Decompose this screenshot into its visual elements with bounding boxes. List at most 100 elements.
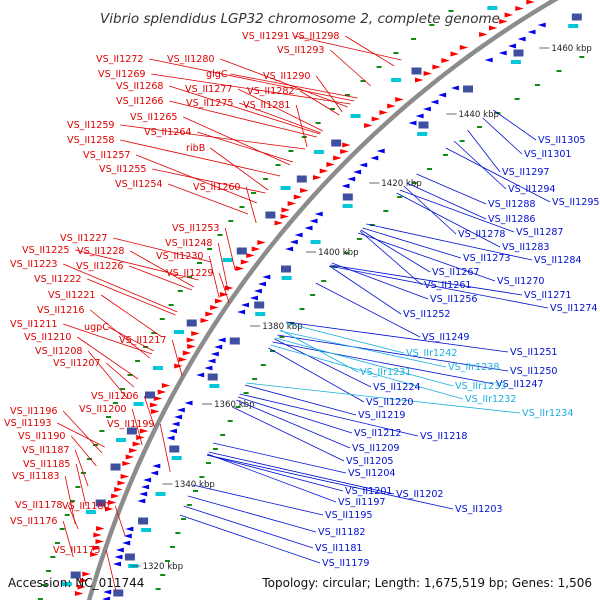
forward-gene-arrow bbox=[423, 71, 432, 76]
locus-label-forward: VS_II1272 bbox=[96, 54, 144, 65]
locus-label-forward: VS_II1183 bbox=[12, 471, 60, 482]
gc-content-tick bbox=[344, 94, 350, 96]
gc-content-tick bbox=[187, 276, 193, 278]
cog-feature-box bbox=[95, 499, 106, 507]
locus-label-forward: ribB bbox=[186, 143, 205, 154]
locus-label-forward-connector bbox=[100, 294, 163, 338]
locus-label-forward-connector bbox=[64, 475, 76, 525]
locus-label-forward-connector bbox=[105, 549, 117, 593]
locus-label-reverse-connector bbox=[232, 406, 345, 462]
reverse-gene-arrow bbox=[169, 428, 177, 434]
locus-label-forward: VS_II1187 bbox=[22, 445, 70, 456]
locus-label-reverse: VS_II1267 bbox=[432, 267, 480, 278]
reverse-gene-arrow bbox=[123, 533, 132, 539]
forward-gene-arrow bbox=[132, 441, 141, 447]
locus-label-forward-connector bbox=[120, 139, 281, 177]
gc-content-tick bbox=[243, 392, 249, 394]
locus-label-forward: VS_II1280 bbox=[167, 54, 215, 65]
locus-label-reverse-connector bbox=[399, 189, 515, 233]
locus-label-forward-connector bbox=[62, 410, 103, 454]
locus-label-forward: VS_II1290 bbox=[263, 71, 311, 82]
forward-gene-arrow bbox=[364, 123, 373, 128]
cog-feature-box bbox=[138, 517, 149, 525]
cog-feature-box bbox=[255, 312, 266, 316]
locus-label-reverse: VS_II1209 bbox=[352, 443, 400, 454]
gc-content-tick bbox=[220, 434, 226, 436]
locus-label-reverse-connector bbox=[493, 109, 537, 141]
reverse-gene-arrow bbox=[359, 162, 368, 168]
locus-label-forward-connector bbox=[218, 272, 230, 304]
locus-label-reverse: VS_II1205 bbox=[346, 456, 394, 467]
locus-label-forward-connector bbox=[168, 183, 249, 215]
locus-label-reverse-connector bbox=[207, 453, 337, 503]
locus-label-forward-connector bbox=[171, 339, 183, 377]
rna-locus-label: VS_IIr1234 bbox=[522, 408, 573, 419]
reverse-gene-arrow bbox=[122, 540, 131, 546]
forward-gene-arrow bbox=[319, 168, 329, 174]
locus-label-forward-connector bbox=[130, 250, 194, 288]
gc-content-tick bbox=[411, 38, 416, 40]
locus-label-reverse-connector bbox=[179, 514, 321, 564]
gc-content-tick bbox=[427, 168, 432, 170]
locus-label-forward: VS_II1228 bbox=[77, 246, 125, 257]
reverse-gene-arrow bbox=[217, 337, 226, 343]
cog-feature-box bbox=[70, 571, 81, 579]
locus-label-reverse: VS_II1295 bbox=[552, 197, 600, 208]
gc-content-tick bbox=[46, 570, 51, 572]
rna-locus-label-connector bbox=[246, 382, 521, 414]
locus-label-forward-connector bbox=[299, 90, 340, 116]
reverse-gene-arrow bbox=[113, 561, 121, 567]
forward-gene-arrow bbox=[251, 246, 261, 252]
locus-label-forward: VS_II1227 bbox=[60, 233, 108, 244]
gc-content-tick bbox=[160, 574, 166, 576]
cog-feature-box bbox=[209, 384, 220, 388]
locus-label-forward: VS_II1275 bbox=[186, 98, 234, 109]
gc-content-tick bbox=[397, 196, 403, 198]
gc-content-tick bbox=[275, 164, 281, 166]
locus-label-forward: VS_II1291 bbox=[242, 31, 290, 42]
label-layer: VS_II1291 VS_II1298 VS_II1293 VS_II1272 VS_I… bbox=[4, 31, 600, 569]
locus-label-forward-connector bbox=[70, 435, 97, 467]
cog-feature-box bbox=[411, 67, 422, 75]
reverse-gene-arrow bbox=[370, 155, 379, 161]
locus-label-reverse: VS_II1249 bbox=[422, 332, 470, 343]
gc-content-tick bbox=[99, 430, 105, 432]
reverse-gene-arrow bbox=[408, 120, 417, 126]
locus-label-forward-connector bbox=[230, 73, 358, 99]
reverse-gene-arrow bbox=[171, 421, 180, 427]
gc-content-tick bbox=[159, 318, 165, 320]
forward-gene-arrow bbox=[235, 266, 244, 271]
forward-gene-arrow bbox=[210, 305, 219, 310]
locus-label-reverse: VS_II1203 bbox=[455, 504, 503, 515]
locus-label-reverse-connector bbox=[360, 229, 431, 273]
reverse-gene-arrow bbox=[253, 288, 262, 294]
gc-content-tick bbox=[459, 140, 465, 142]
cog-feature-box bbox=[281, 265, 291, 273]
locus-label-forward: VS_II1185 bbox=[23, 459, 71, 470]
locus-label-forward-connector bbox=[208, 255, 220, 299]
gc-content-tick bbox=[356, 238, 362, 240]
locus-label-forward-connector bbox=[75, 463, 87, 507]
locus-label-forward: VS_II1208 bbox=[35, 346, 83, 357]
locus-label-forward: VS_II1176 bbox=[10, 516, 58, 527]
gc-content-tick bbox=[50, 556, 56, 558]
forward-gene-arrow bbox=[287, 201, 296, 206]
gc-content-tick bbox=[199, 476, 205, 478]
cog-feature-box bbox=[124, 553, 135, 561]
locus-label-forward: VS_II1222 bbox=[34, 274, 82, 285]
locus-label-reverse: VS_II1270 bbox=[497, 276, 545, 287]
locus-label-forward: VS_II1258 bbox=[67, 135, 115, 146]
gc-content-tick bbox=[239, 206, 245, 208]
locus-label-forward-connector bbox=[209, 147, 269, 191]
locus-label-forward: VS_II1226 bbox=[76, 261, 124, 272]
cog-feature-box bbox=[155, 492, 166, 496]
locus-label-forward-connector bbox=[87, 278, 176, 316]
locus-label-forward: VS_II1225 bbox=[22, 245, 70, 256]
forward-gene-arrow bbox=[293, 194, 303, 200]
forward-gene-arrow bbox=[281, 207, 290, 213]
gc-content-tick bbox=[260, 364, 266, 366]
locus-label-forward: VS_II1281 bbox=[243, 100, 291, 111]
locus-label-forward: VS_II1265 bbox=[130, 112, 178, 123]
cog-feature-box bbox=[391, 78, 402, 82]
forward-gene-arrow bbox=[214, 298, 224, 304]
